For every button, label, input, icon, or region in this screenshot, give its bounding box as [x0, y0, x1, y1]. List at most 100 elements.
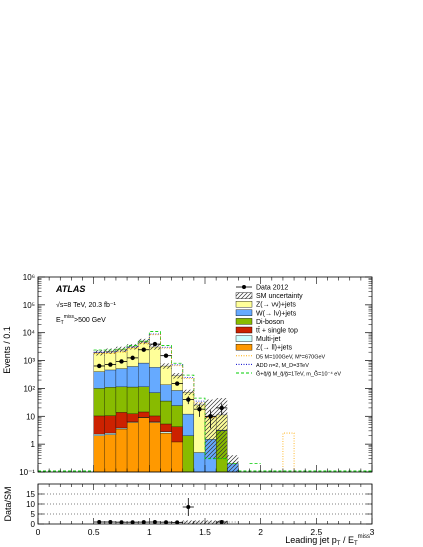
legend-label: Z(→ νν)+jets	[256, 302, 296, 309]
y-tick-label: 10³	[23, 357, 35, 366]
x-tick-label: 1	[147, 527, 152, 537]
legend-label: tt̄ + single top	[256, 327, 298, 335]
ratio-point	[97, 520, 102, 524]
uncertainty-band	[160, 363, 172, 369]
stack-bar	[104, 415, 117, 434]
legend-swatch	[235, 292, 253, 299]
x-tick-label: 0.5	[88, 527, 100, 537]
stack-bar	[160, 423, 172, 432]
stack-bar	[104, 434, 117, 473]
stack-bar	[104, 369, 117, 388]
ratio-y-tick-label: 0	[31, 520, 36, 529]
stack-bar	[160, 365, 172, 385]
data-point	[97, 363, 102, 369]
experiment-label: ATLAS	[55, 284, 85, 294]
y-tick-label: 10⁴	[23, 329, 36, 338]
stack-bar	[149, 392, 161, 417]
stack-bar	[171, 426, 183, 443]
ratio-point	[119, 520, 124, 525]
stack-bar	[160, 432, 172, 473]
legend-label: SM uncertainty	[256, 293, 303, 300]
y-tick-label: 1	[31, 440, 36, 449]
stack-bar	[104, 387, 117, 416]
legend-label: Z(→ ll)+jets	[256, 345, 292, 352]
data-point	[152, 341, 158, 347]
legend-swatch	[235, 318, 253, 325]
x-axis-label: Leading jet pT / ETmiss	[285, 534, 370, 547]
y-tick-label: 10⁻¹	[19, 468, 35, 477]
legend-label: Di-boson	[256, 319, 284, 326]
stack-bar	[115, 428, 128, 473]
ratio-point	[130, 520, 135, 525]
uncertainty-band	[93, 350, 105, 356]
stack-bar	[160, 384, 172, 402]
stack-bar	[160, 431, 172, 434]
stack-bar	[115, 368, 128, 388]
x-tick-label: 2.5	[310, 527, 322, 537]
uncertainty-band	[115, 346, 128, 353]
ratio-point	[219, 520, 224, 524]
stack-bar	[126, 422, 139, 473]
stack-bar	[171, 405, 183, 427]
stack-bar	[126, 413, 139, 423]
legend-label: D5 M=100GeV, M*=670GeV	[256, 354, 326, 360]
legend-swatch	[235, 309, 253, 316]
uncertainty-band	[127, 344, 139, 350]
stack-bar	[104, 432, 117, 435]
data-point	[186, 397, 191, 402]
data-point	[174, 381, 180, 386]
ratio-point	[175, 520, 180, 525]
data-point	[130, 355, 135, 361]
legend-label: W(→ lν)+jets	[256, 310, 297, 317]
stack-bar	[171, 441, 183, 473]
stack-bar	[93, 352, 105, 372]
stack-bar	[149, 422, 161, 473]
stack-bar	[93, 433, 105, 436]
uncertainty-band	[216, 398, 228, 459]
y-tick-label: 10⁶	[23, 273, 35, 282]
stack-bar	[115, 412, 128, 429]
stack-bar	[182, 435, 195, 473]
legend-label: Data 2012	[256, 285, 288, 292]
stack-bar	[138, 411, 150, 418]
stack-bar	[138, 341, 150, 364]
uncertainty-band	[171, 373, 183, 379]
stack-bar	[126, 386, 139, 414]
data-point	[141, 347, 146, 352]
stack-bar	[160, 400, 172, 425]
data-point	[197, 406, 202, 412]
ratio-point	[186, 505, 191, 509]
signal-outline	[282, 432, 295, 472]
data-point	[219, 405, 224, 411]
ratio-point	[141, 520, 146, 525]
stack-bar	[93, 388, 105, 417]
ratio-point	[164, 520, 169, 525]
uncertainty-band	[149, 344, 161, 350]
ratio-point	[152, 520, 157, 524]
x-tick-label: 1.5	[199, 527, 211, 537]
legend-label: G̃+q̃/g̃ M_q̃/g̃=1TeV, m_G̃=10⁻⁴ eV	[256, 371, 341, 378]
legend-swatch	[235, 344, 253, 351]
stack-bar	[126, 366, 139, 388]
stack-bar	[93, 371, 105, 389]
legend-label: ADD n=2, M_D=3TeV	[256, 363, 309, 369]
legend-swatch	[235, 301, 253, 308]
energy-label: √s=8 TeV, 20.3 fb⁻¹	[56, 301, 117, 309]
legend-marker	[242, 285, 246, 289]
data-point	[119, 359, 124, 364]
signal-outline	[93, 333, 217, 418]
ratio-y-tick-label: 15	[26, 490, 35, 499]
x-tick-label: 2	[258, 527, 263, 537]
y-tick-label: 10	[26, 412, 35, 421]
stack-bar	[138, 386, 150, 413]
data-point	[208, 414, 213, 419]
ratio-point	[108, 520, 113, 524]
stack-bar	[138, 417, 150, 473]
uncertainty-band	[182, 389, 194, 396]
stack-bar	[93, 415, 105, 435]
y-axis-label: Events / 0.1	[2, 326, 12, 374]
uncertainty-band	[205, 399, 217, 459]
stack-bar	[182, 413, 195, 436]
